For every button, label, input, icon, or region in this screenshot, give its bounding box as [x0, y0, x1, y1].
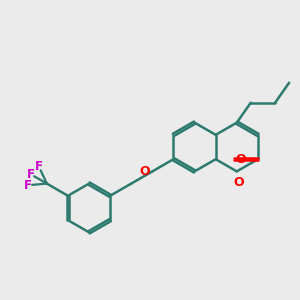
- Text: F: F: [24, 179, 32, 192]
- Text: O: O: [236, 153, 246, 166]
- Text: F: F: [27, 168, 34, 181]
- Text: F: F: [35, 160, 43, 173]
- Text: O: O: [233, 176, 244, 189]
- Text: O: O: [140, 165, 150, 178]
